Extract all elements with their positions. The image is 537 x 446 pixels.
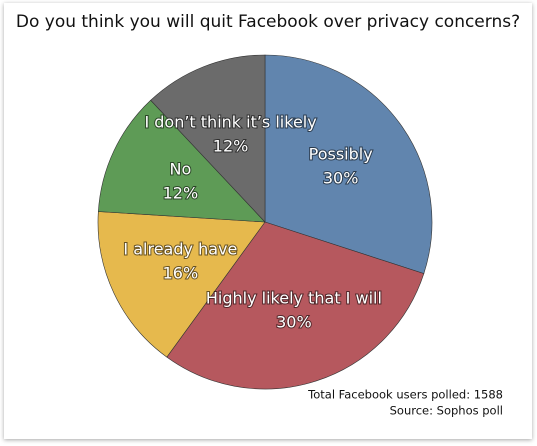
pie-slice xyxy=(98,99,266,223)
slice-label: I don’t think it’s likely xyxy=(144,113,316,132)
slice-label: No xyxy=(169,160,191,179)
slice-label: Possibly xyxy=(309,145,373,164)
chart-title: Do you think you will quit Facebook over… xyxy=(16,12,520,32)
slice-value-label: 30% xyxy=(276,312,312,331)
pie-slice xyxy=(264,54,433,274)
slice-label: Highly likely that I will xyxy=(206,288,382,307)
pie-slice xyxy=(97,211,266,358)
note: Source: Sophos poll xyxy=(390,404,503,418)
slice-value-label: 12% xyxy=(163,184,199,203)
pie-slice xyxy=(166,221,425,390)
note: Total Facebook users polled: 1588 xyxy=(307,388,503,402)
slice-value-label: 16% xyxy=(163,263,199,282)
slice-value-label: 30% xyxy=(323,169,359,188)
slice-label: I already have xyxy=(123,239,237,258)
slice-value-label: 12% xyxy=(213,137,249,156)
pie-slice xyxy=(150,54,266,223)
